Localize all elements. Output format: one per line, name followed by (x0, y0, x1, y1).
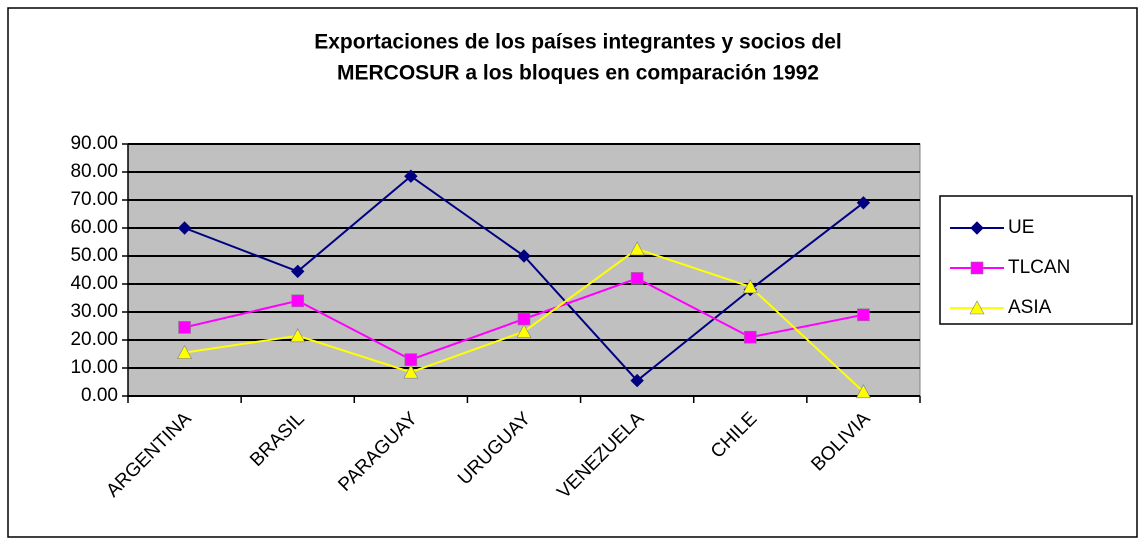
marker (177, 221, 192, 235)
marker (290, 328, 306, 343)
legend-label: TLCAN (1008, 257, 1070, 278)
y-tick-label: 0.00 (81, 385, 118, 406)
marker (517, 312, 531, 326)
y-tick-label: 80.00 (70, 161, 118, 182)
y-tick-label: 30.00 (70, 301, 118, 322)
marker (517, 249, 531, 263)
y-tick-label: 50.00 (70, 245, 118, 266)
legend-label: ASIA (1008, 297, 1052, 318)
marker (856, 196, 871, 210)
marker (855, 384, 871, 399)
marker (969, 300, 985, 315)
legend-label: UE (1008, 217, 1034, 238)
y-tick-label: 10.00 (70, 357, 118, 378)
marker (742, 279, 758, 294)
y-tick-label: 90.00 (70, 133, 118, 154)
y-tick-label: 20.00 (70, 329, 118, 350)
chart-title: MERCOSUR a los bloques en comparación 19… (337, 62, 819, 85)
plot-area (127, 143, 921, 397)
marker (403, 364, 419, 379)
marker (857, 308, 870, 322)
y-tick-label: 60.00 (70, 217, 118, 238)
marker (177, 344, 193, 359)
marker (630, 272, 644, 285)
marker (291, 264, 305, 279)
marker (970, 261, 984, 275)
marker (970, 221, 984, 235)
marker (630, 373, 644, 388)
marker (404, 353, 418, 366)
y-tick-label: 70.00 (70, 189, 118, 210)
legend (939, 195, 1133, 325)
marker (178, 321, 191, 334)
chart-title: Exportaciones de los países integrantes … (314, 31, 842, 54)
marker (629, 241, 645, 256)
y-tick-label: 40.00 (70, 273, 118, 294)
marker (404, 169, 418, 183)
marker (291, 294, 305, 308)
marker (516, 323, 532, 338)
marker (743, 330, 757, 344)
